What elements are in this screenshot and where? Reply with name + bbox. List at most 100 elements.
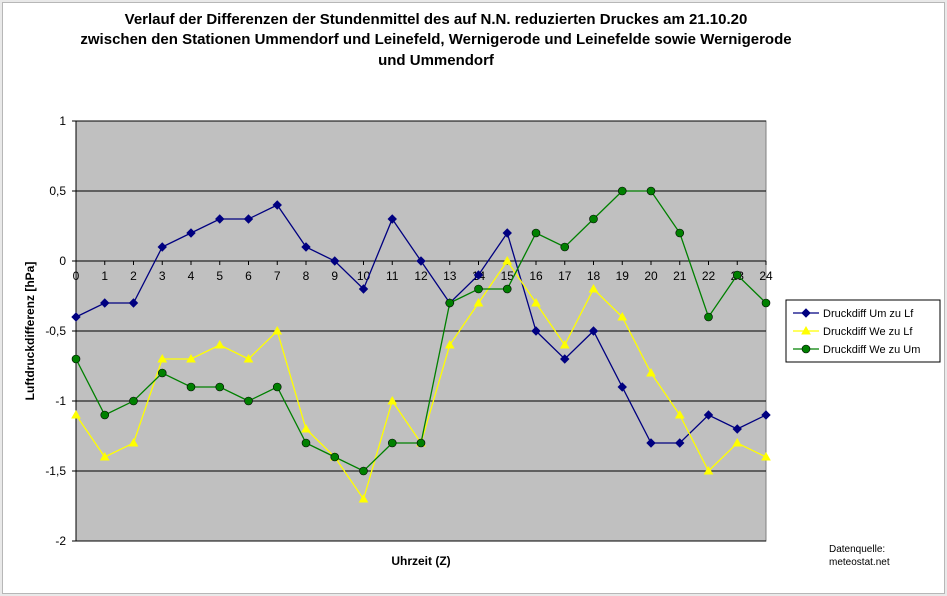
data-point [186,382,196,392]
data-point [215,382,225,392]
data-point [531,228,541,238]
data-point [416,438,426,448]
data-point [100,410,110,420]
data-point [732,424,742,434]
data-point [272,325,283,335]
data-point [761,298,771,308]
y-tick-label: -1,5 [45,464,66,478]
y-axis-title: Luftdruckdifferenz [hPa] [23,262,37,401]
data-point [675,438,685,448]
y-tick-label: -2 [55,534,66,548]
data-point [617,382,627,392]
x-tick-label: 19 [616,269,630,283]
data-point [244,396,253,406]
x-tick-label: 18 [587,269,601,283]
legend-marker [801,325,811,335]
data-point [128,298,139,308]
data-point [559,339,570,349]
x-tick-label: 16 [529,269,543,283]
source-value: meteostat.net [829,557,890,568]
chart-title: Verlauf der Differenzen der Stundenmitte… [80,11,791,69]
y-tick-label: -0,5 [45,324,66,338]
data-point [617,186,627,196]
x-tick-label: 3 [159,269,166,283]
data-point [272,382,282,392]
data-point [502,228,512,238]
data-point [186,228,196,238]
y-tick-label: 0 [59,254,66,268]
data-point [387,214,397,224]
legend-label: Druckdiff Um zu Lf [823,308,914,320]
x-tick-label: 22 [702,269,716,283]
data-point [330,452,340,462]
data-point [128,437,139,447]
data-point [129,396,138,406]
legend-item: Druckdiff We zu Lf [793,325,913,338]
data-point [330,256,340,266]
data-point [71,409,81,419]
data-point [243,353,254,363]
data-point [387,395,398,405]
title-line: zwischen den Stationen Ummendorf und Lei… [80,31,791,48]
data-point [71,354,81,364]
data-point [560,354,570,364]
data-point [301,423,311,433]
data-point [502,284,512,294]
data-point [445,298,455,308]
data-point [589,214,598,224]
data-point [272,200,282,210]
data-point [502,255,513,265]
data-point [646,438,656,448]
legend-label: Druckdiff We zu Um [823,344,920,356]
legend: Druckdiff Um zu Lf Druckdiff We zu Lf Druc… [785,299,941,363]
data-point [99,451,110,461]
data-point [387,438,397,448]
x-tick-label: 20 [644,269,658,283]
x-tick-label: 12 [414,269,428,283]
title-line: und Ummendorf [378,52,495,69]
data-point [646,186,656,196]
data-point [474,284,483,294]
x-axis-ticks: 0123456789101112131415161718192021222324 [73,261,773,283]
data-point [531,326,541,336]
x-tick-label: 0 [73,269,80,283]
data-point [444,339,455,349]
data-point [732,270,742,280]
x-tick-label: 5 [216,269,223,283]
legend-item: Druckdiff We zu Um [793,344,920,356]
data-point [704,312,713,322]
x-tick-label: 17 [558,269,572,283]
data-point [358,493,369,503]
data-point [646,367,656,377]
x-tick-label: 7 [274,269,281,283]
data-point [301,438,311,448]
series-group [71,186,771,503]
data-point [100,298,110,308]
series-1 [71,200,771,448]
x-tick-label: 4 [188,269,195,283]
y-tick-label: 1 [59,114,66,128]
data-point [560,242,570,252]
data-point [416,256,426,266]
data-point [157,368,167,378]
data-point [703,465,714,475]
source-label: Datenquelle: [829,544,885,555]
data-point [301,242,311,252]
data-point [674,409,685,419]
data-point [157,242,167,252]
series-3 [71,186,771,476]
x-tick-label: 2 [130,269,137,283]
data-point [71,312,81,322]
line-chart: Verlauf der Differenzen der Stundenmitte… [23,11,941,568]
data-point [588,326,599,336]
x-tick-label: 11 [386,269,399,283]
x-tick-label: 15 [501,269,515,283]
data-point [157,353,168,363]
legend-item: Druckdiff Um zu Lf [793,308,914,320]
legend-marker [801,308,811,318]
data-point [761,451,771,461]
data-point [214,339,225,349]
data-point [215,214,225,224]
y-axis-ticks: 1 0,5 0 -0,5 -1 -1,5 -2 [45,114,77,548]
